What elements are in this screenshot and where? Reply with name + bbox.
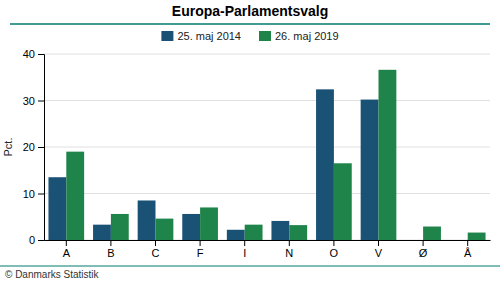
- tick-label: C: [152, 247, 160, 259]
- y-axis-title: Pct.: [2, 138, 14, 157]
- tick-mark: [289, 240, 290, 246]
- tick-label: 30: [23, 95, 35, 107]
- bar: [93, 225, 111, 240]
- bar: [468, 233, 486, 240]
- tick-label: B: [107, 247, 114, 259]
- plot: 0 10 20 30 40 A B C F I N O V Ø Å: [23, 48, 491, 259]
- bars: [48, 70, 485, 240]
- grid-line: [44, 54, 490, 55]
- tick-label: I: [243, 247, 246, 259]
- bar: [379, 70, 397, 240]
- bar: [334, 163, 352, 240]
- tick: I: [243, 240, 246, 259]
- axis-line: [38, 55, 45, 241]
- grid-line: [44, 100, 490, 101]
- tick: 30: [23, 95, 44, 107]
- bar: [227, 230, 245, 240]
- bar: [423, 227, 441, 240]
- bar: [361, 100, 379, 240]
- legend-swatch: [161, 31, 173, 41]
- tick: 40: [23, 48, 44, 60]
- footer: © Danmarks Statistik: [5, 269, 100, 280]
- grid-line: [44, 147, 490, 148]
- title-rule: [10, 23, 490, 25]
- tick: C: [152, 240, 160, 259]
- legend-item: 25. maj 2014: [161, 30, 241, 42]
- tick-mark: [38, 194, 44, 195]
- chart: Europa-Parlamentsvalg 25. maj 2014 26. maj…: [0, 0, 500, 282]
- bar: [245, 225, 263, 240]
- tick: Ø: [419, 240, 428, 259]
- legend: 25. maj 2014 26. maj 2019: [161, 30, 338, 42]
- grid-line: [44, 193, 490, 194]
- tick-label: 40: [23, 48, 35, 60]
- bar: [450, 240, 468, 241]
- tick-mark: [38, 147, 44, 148]
- tick: Å: [464, 240, 472, 259]
- bar: [66, 152, 84, 240]
- bar: [111, 214, 129, 240]
- tick: V: [375, 240, 383, 259]
- bar: [271, 221, 289, 240]
- tick-mark: [38, 101, 44, 102]
- tick-label: O: [330, 247, 339, 259]
- title: Europa-Parlamentsvalg: [172, 3, 328, 19]
- tick: 20: [23, 141, 44, 153]
- tick: O: [330, 240, 339, 259]
- tick-label: V: [375, 247, 383, 259]
- tick-mark: [200, 240, 201, 246]
- legend-item: 26. maj 2019: [259, 30, 339, 42]
- tick-mark: [110, 240, 111, 246]
- tick-label: Å: [464, 247, 472, 259]
- tick: B: [107, 240, 114, 259]
- tick-label: N: [285, 247, 293, 259]
- tick-label: Ø: [419, 247, 428, 259]
- footer-rule: [0, 266, 500, 267]
- tick-label: F: [197, 247, 204, 259]
- tick-mark: [333, 240, 334, 246]
- tick: N: [285, 240, 293, 259]
- x-axis: ABCFINOVØÅ: [45, 240, 491, 259]
- tick: A: [63, 240, 71, 259]
- tick: 0: [29, 234, 44, 246]
- tick-label: A: [63, 247, 71, 259]
- bar: [156, 219, 174, 240]
- bar: [316, 89, 334, 240]
- bar: [405, 240, 423, 241]
- tick: 10: [23, 188, 44, 200]
- legend-swatch: [259, 31, 271, 41]
- bar: [200, 207, 218, 240]
- tick-mark: [66, 240, 67, 246]
- legend-label: 26. maj 2019: [275, 30, 339, 42]
- bar: [48, 177, 66, 240]
- series: [66, 70, 485, 240]
- grid: [44, 54, 490, 240]
- tick-mark: [38, 240, 44, 241]
- tick-mark: [423, 240, 424, 246]
- tick-mark: [378, 240, 379, 246]
- legend-label: 25. maj 2014: [177, 30, 241, 42]
- tick-mark: [38, 54, 44, 55]
- bar: [182, 214, 200, 240]
- tick-mark: [244, 240, 245, 246]
- y-axis: 0 10 20 30 40: [23, 48, 45, 246]
- tick-mark: [467, 240, 468, 246]
- tick-label: 10: [23, 188, 35, 200]
- bar: [289, 225, 307, 240]
- series: [48, 89, 378, 240]
- tick-label: 20: [23, 141, 35, 153]
- tick-mark: [155, 240, 156, 246]
- tick: F: [197, 240, 204, 259]
- tick-label: 0: [29, 234, 35, 246]
- bar: [138, 200, 156, 240]
